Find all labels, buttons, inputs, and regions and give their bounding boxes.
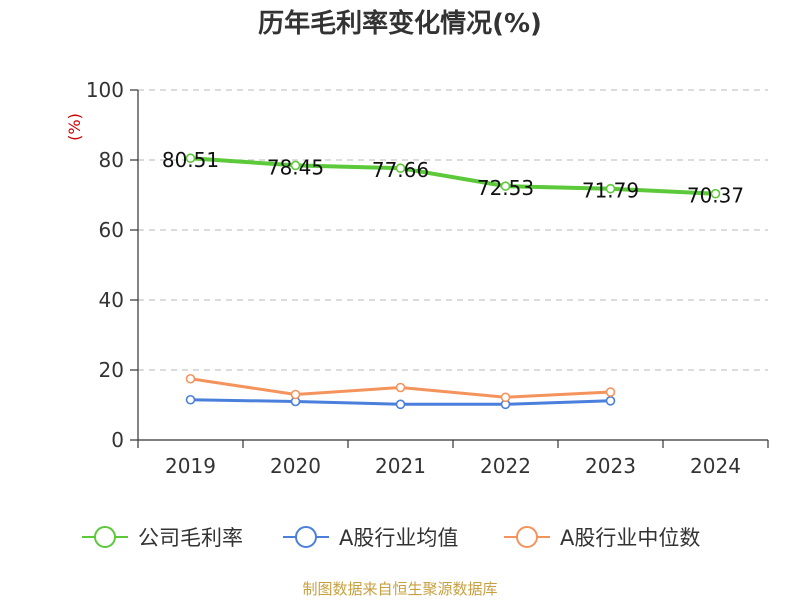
data-label-2020: 78.45 <box>267 155 324 179</box>
data-label-2022: 72.53 <box>477 176 534 200</box>
legend-marker <box>516 526 538 548</box>
series-line-0 <box>190 156 716 196</box>
x-tick-label-2023: 2023 <box>585 454 636 478</box>
legend-label: 公司毛利率 <box>138 526 243 550</box>
y-axis-unit: (%) <box>65 113 84 141</box>
data-point-1-2019 <box>185 394 196 405</box>
x-tick-label-2024: 2024 <box>690 454 741 478</box>
chart-title: 历年毛利率变化情况(%) <box>258 8 542 39</box>
data-point-2-2023 <box>605 387 616 397</box>
data-point-0-2022 <box>500 181 511 191</box>
data-label-2021: 77.66 <box>372 158 429 182</box>
data-label-2023: 71.79 <box>582 179 639 203</box>
data-point-0-2021 <box>395 163 406 173</box>
source-note: 制图数据来自恒生聚源数据库 <box>302 580 497 598</box>
data-point-1-2021 <box>395 399 406 410</box>
legend-marker <box>295 526 317 548</box>
y-tick-label-40: 40 <box>99 288 124 312</box>
y-tick-label-100: 100 <box>86 78 124 102</box>
legend-label: A股行业中位数 <box>560 526 700 550</box>
data-point-2-2022 <box>500 392 511 403</box>
legend-item-0: 公司毛利率 <box>82 526 243 550</box>
y-axis-ticks: 0 20 40 60 80 100 <box>86 78 139 452</box>
data-point-2-2020 <box>290 389 301 400</box>
legend: 公司毛利率 A股行业均值 A股行业中位数 <box>82 526 700 550</box>
data-label-2024: 70.37 <box>687 184 744 208</box>
y-tick-label-0: 0 <box>111 428 124 452</box>
x-tick-label-2020: 2020 <box>270 454 321 478</box>
grid-lines <box>138 89 768 371</box>
series-group <box>185 153 721 410</box>
data-point-2-2021 <box>395 382 406 393</box>
x-tick-label-2022: 2022 <box>480 454 531 478</box>
data-point-0-2020 <box>290 160 301 171</box>
data-labels: 80.51 78.45 77.66 72.53 71.79 70.37 <box>162 148 744 207</box>
legend-marker <box>94 526 116 548</box>
y-tick-label-80: 80 <box>99 148 124 172</box>
data-label-2019: 80.51 <box>162 148 219 172</box>
data-point-1-2023 <box>605 395 616 406</box>
data-point-0-2024 <box>710 188 721 199</box>
legend-item-1: A股行业均值 <box>283 526 458 550</box>
data-point-0-2023 <box>605 183 616 194</box>
data-point-2-2019 <box>185 373 196 384</box>
y-tick-label-60: 60 <box>99 218 124 242</box>
x-tick-label-2019: 2019 <box>165 454 216 478</box>
legend-label: A股行业均值 <box>339 526 458 550</box>
x-tick-label-2021: 2021 <box>375 454 426 478</box>
legend-item-2: A股行业中位数 <box>504 526 700 550</box>
y-tick-label-20: 20 <box>99 358 124 382</box>
x-axis: 2019 2020 2021 2022 2023 2024 <box>137 439 769 478</box>
data-point-0-2019 <box>185 153 196 164</box>
